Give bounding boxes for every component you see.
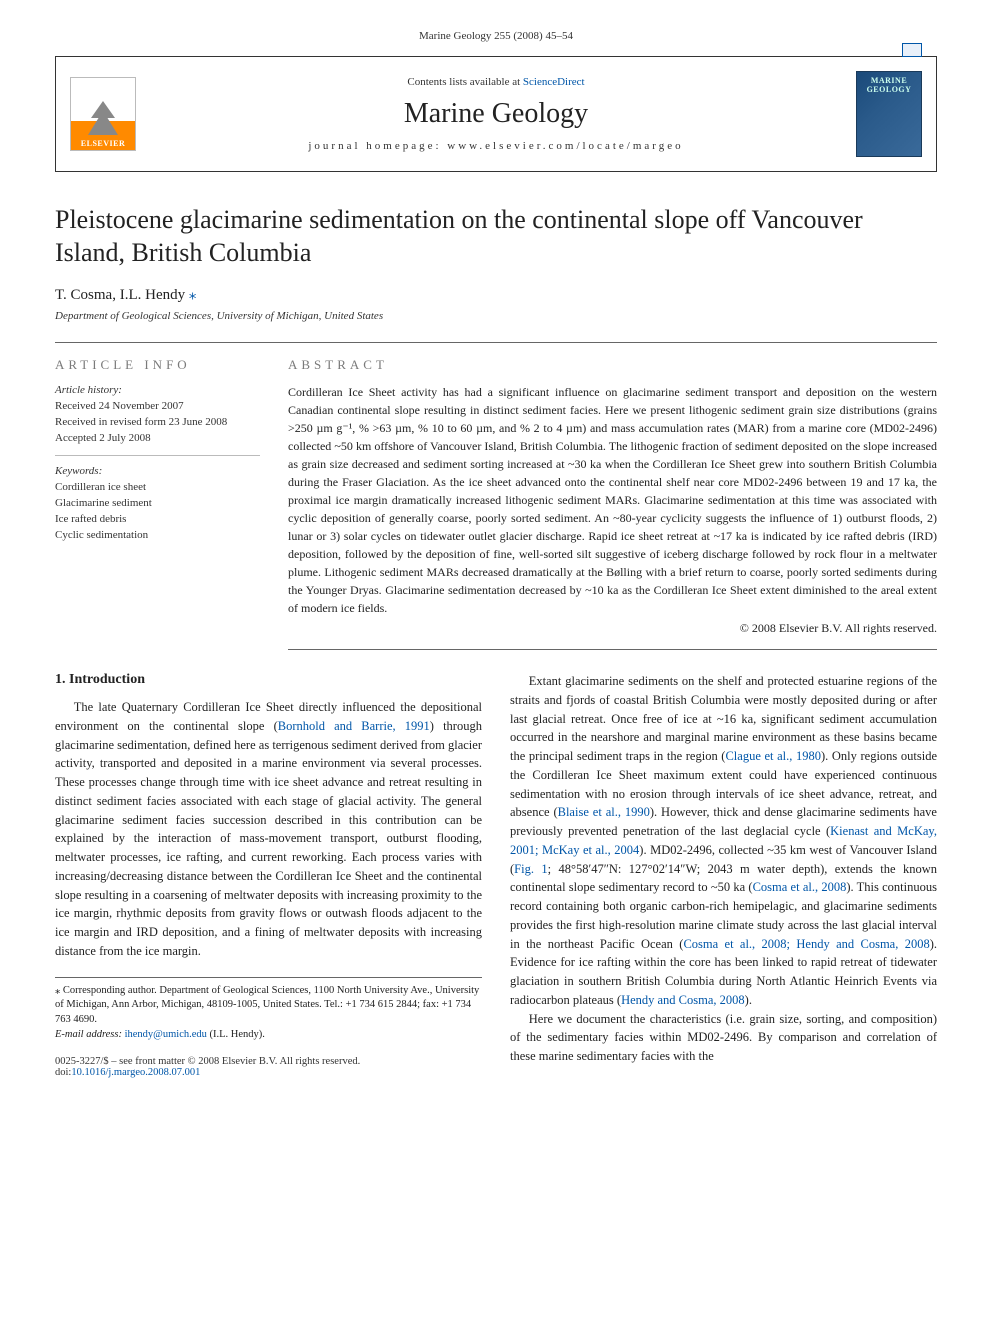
- footer-left: 0025-3227/$ – see front matter © 2008 El…: [55, 1056, 360, 1078]
- cite-clague-1980[interactable]: Clague et al., 1980: [725, 749, 821, 763]
- journal-homepage: journal homepage: www.elsevier.com/locat…: [136, 140, 856, 152]
- keywords-block: Keywords: Cordilleran ice sheet Glacimar…: [55, 464, 260, 552]
- intro-para-1: The late Quaternary Cordilleran Ice Shee…: [55, 698, 482, 961]
- doi-line: doi:10.1016/j.margeo.2008.07.001: [55, 1067, 360, 1078]
- email-person: (I.L. Hendy).: [207, 1029, 265, 1040]
- accepted-date: Accepted 2 July 2008: [55, 431, 260, 447]
- author-list: T. Cosma, I.L. Hendy ⁎: [55, 285, 937, 304]
- cite-bornhold-barrie-1991[interactable]: Bornhold and Barrie, 1991: [278, 719, 430, 733]
- history-label: Article history:: [55, 383, 260, 399]
- corresponding-star[interactable]: ⁎: [189, 287, 197, 303]
- author-1: T. Cosma: [55, 287, 112, 303]
- body-columns: 1. Introduction The late Quaternary Cord…: [55, 672, 937, 1078]
- crossmark-icon: [902, 43, 922, 57]
- intro-heading: 1. Introduction: [55, 672, 482, 688]
- abstract-body: Cordilleran Ice Sheet activity has had a…: [288, 385, 937, 615]
- journal-header: ELSEVIER Contents lists available at Sci…: [55, 56, 937, 172]
- body-col-right: Extant glacimarine sediments on the shel…: [510, 672, 937, 1078]
- abstract-column: abstract Cordilleran Ice Sheet activity …: [288, 357, 937, 650]
- elsevier-logo: ELSEVIER: [70, 77, 136, 151]
- journal-ref: Marine Geology 255 (2008) 45–54: [55, 30, 937, 42]
- cover-line2: GEOLOGY: [867, 85, 912, 94]
- author-2: I.L. Hendy: [120, 287, 185, 303]
- keywords-label: Keywords:: [55, 464, 260, 480]
- article-title: Pleistocene glacimarine sedimentation on…: [55, 204, 937, 269]
- keyword-3: Ice rafted debris: [55, 512, 260, 528]
- keyword-2: Glacimarine sediment: [55, 496, 260, 512]
- tree-icon: [88, 101, 118, 135]
- article-history: Article history: Received 24 November 20…: [55, 383, 260, 456]
- article-info-column: article info Article history: Received 2…: [55, 357, 260, 650]
- right-para-1: Extant glacimarine sediments on the shel…: [510, 672, 937, 1010]
- cover-line1: MARINE: [871, 76, 907, 85]
- abstract-copyright: © 2008 Elsevier B.V. All rights reserved…: [288, 619, 937, 637]
- body-col-left: 1. Introduction The late Quaternary Cord…: [55, 672, 482, 1078]
- fig-1-link[interactable]: Fig. 1: [514, 862, 547, 876]
- email-label: E-mail address:: [55, 1029, 122, 1040]
- revised-date: Received in revised form 23 June 2008: [55, 415, 260, 431]
- cite-cosma-2008a[interactable]: Cosma et al., 2008: [753, 880, 847, 894]
- right-para-2: Here we document the characteristics (i.…: [510, 1010, 937, 1066]
- journal-title: Marine Geology: [136, 98, 856, 130]
- email-line: E-mail address: ihendy@umich.edu (I.L. H…: [55, 1028, 482, 1043]
- publisher-name: ELSEVIER: [81, 139, 125, 148]
- abstract-label: abstract: [288, 357, 937, 373]
- journal-cover-thumb: MARINE GEOLOGY: [856, 71, 922, 157]
- footnote-block: ⁎ Corresponding author. Department of Ge…: [55, 977, 482, 1043]
- received-date: Received 24 November 2007: [55, 399, 260, 415]
- corresponding-email-link[interactable]: ihendy@umich.edu: [125, 1029, 207, 1040]
- abstract-text: Cordilleran Ice Sheet activity has had a…: [288, 383, 937, 650]
- footer-bar: 0025-3227/$ – see front matter © 2008 El…: [55, 1056, 482, 1078]
- keyword-1: Cordilleran ice sheet: [55, 480, 260, 496]
- cite-blaise-1990[interactable]: Blaise et al., 1990: [558, 805, 650, 819]
- keyword-4: Cyclic sedimentation: [55, 528, 260, 544]
- article-info-label: article info: [55, 357, 260, 373]
- contents-prefix: Contents lists available at: [407, 76, 522, 88]
- header-center: Contents lists available at ScienceDirec…: [136, 76, 856, 152]
- sciencedirect-link[interactable]: ScienceDirect: [523, 76, 585, 88]
- corresponding-footnote: ⁎ Corresponding author. Department of Ge…: [55, 984, 482, 1028]
- contents-line: Contents lists available at ScienceDirec…: [136, 76, 856, 88]
- cite-hendy-cosma-2008[interactable]: Hendy and Cosma, 2008: [621, 993, 745, 1007]
- issn-line: 0025-3227/$ – see front matter © 2008 El…: [55, 1056, 360, 1067]
- doi-link[interactable]: 10.1016/j.margeo.2008.07.001: [71, 1067, 200, 1078]
- cite-cosma-hendy-2008[interactable]: Cosma et al., 2008; Hendy and Cosma, 200…: [683, 937, 929, 951]
- affiliation: Department of Geological Sciences, Unive…: [55, 310, 937, 322]
